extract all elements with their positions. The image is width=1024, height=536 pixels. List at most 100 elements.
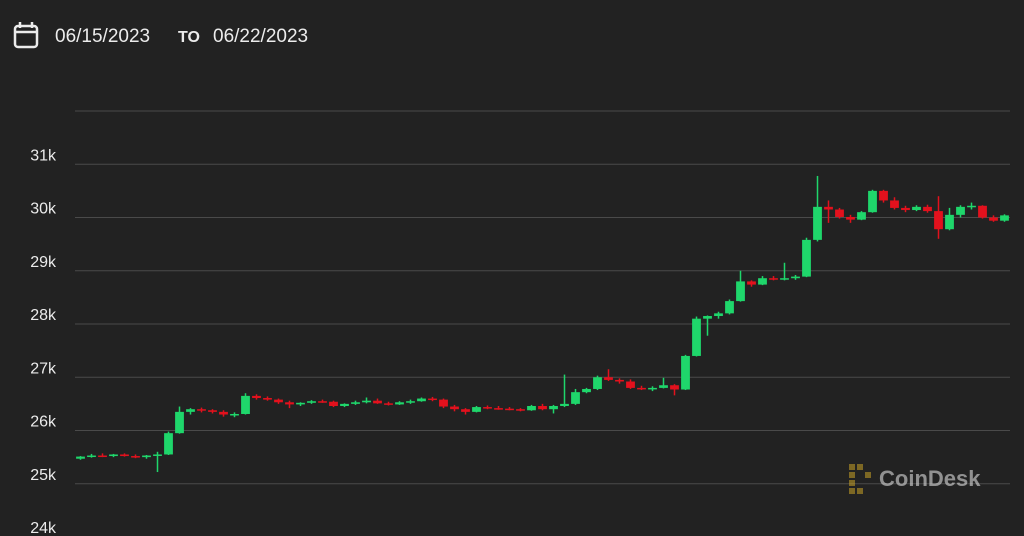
candle-body bbox=[1000, 215, 1009, 221]
candle-body bbox=[219, 411, 228, 415]
candle-body bbox=[494, 408, 503, 410]
candle-body bbox=[109, 454, 118, 457]
candle-body bbox=[604, 377, 613, 380]
candle-body bbox=[703, 316, 712, 319]
candle-body bbox=[296, 402, 305, 405]
candle-body bbox=[186, 409, 195, 412]
candle-body bbox=[307, 401, 316, 403]
candle-body bbox=[241, 395, 250, 414]
candle-body bbox=[780, 278, 789, 280]
candle-body bbox=[813, 206, 822, 240]
candle-body bbox=[483, 407, 492, 409]
candle-body bbox=[527, 406, 536, 411]
candle-body bbox=[461, 409, 470, 412]
candle-body bbox=[879, 190, 888, 201]
candle-body bbox=[98, 455, 107, 458]
candle-body bbox=[175, 411, 184, 434]
candle-body bbox=[373, 400, 382, 404]
candle-body bbox=[351, 402, 360, 404]
candle-body bbox=[747, 281, 756, 285]
candle-body bbox=[978, 205, 987, 218]
candle-body bbox=[670, 385, 679, 390]
candle-body bbox=[758, 278, 767, 285]
candle-body bbox=[538, 406, 547, 410]
candle-body bbox=[516, 409, 525, 411]
candle-body bbox=[505, 408, 514, 411]
candle-body bbox=[989, 217, 998, 221]
candle-body bbox=[626, 381, 635, 388]
y-tick-label: 24k bbox=[30, 520, 57, 536]
candle-body bbox=[681, 355, 690, 390]
candle-body bbox=[692, 318, 701, 356]
candle-body bbox=[362, 400, 371, 403]
y-tick-label: 30k bbox=[30, 201, 57, 218]
candle-body bbox=[285, 402, 294, 405]
candle-body bbox=[472, 407, 481, 412]
candle-body bbox=[384, 403, 393, 405]
logo: CoinDesk bbox=[849, 464, 981, 494]
candle-body bbox=[120, 454, 129, 457]
candle-body bbox=[934, 211, 943, 230]
candle-body bbox=[846, 216, 855, 220]
candle-body bbox=[197, 409, 206, 411]
candle-body bbox=[901, 207, 910, 211]
y-tick-label: 26k bbox=[30, 414, 57, 431]
candle-body bbox=[857, 212, 866, 220]
candle-body bbox=[208, 410, 217, 412]
candle-body bbox=[395, 402, 404, 405]
candle-body bbox=[824, 206, 833, 210]
candle-body bbox=[142, 455, 151, 458]
logo-text: CoinDesk bbox=[879, 466, 981, 491]
candle-body bbox=[87, 455, 96, 458]
to-word: TO bbox=[178, 29, 200, 46]
y-tick-label: 27k bbox=[30, 360, 57, 377]
candle-body bbox=[714, 313, 723, 317]
plot: 24k 25k 26k 27k 28k 29k 30k 31k bbox=[30, 110, 1010, 536]
candle-body bbox=[890, 200, 899, 208]
candle-body bbox=[230, 413, 239, 416]
candle-body bbox=[912, 206, 921, 211]
candle-body bbox=[164, 433, 173, 455]
calendar-icon[interactable] bbox=[13, 22, 39, 49]
candle-body bbox=[439, 399, 448, 407]
candle-body bbox=[637, 387, 646, 390]
candle-body bbox=[593, 377, 602, 389]
candle-body bbox=[725, 301, 734, 314]
date-to[interactable]: 06/22/2023 bbox=[213, 26, 308, 47]
candle-body bbox=[252, 395, 261, 399]
y-tick-label: 25k bbox=[30, 467, 57, 484]
candle-body bbox=[945, 214, 954, 230]
candle-body bbox=[450, 406, 459, 410]
candle-body bbox=[329, 401, 338, 407]
candle-body bbox=[956, 206, 965, 215]
y-tick-label: 31k bbox=[30, 147, 57, 164]
candle-body bbox=[340, 403, 349, 407]
candle-body bbox=[736, 281, 745, 302]
candle-body bbox=[549, 406, 558, 410]
y-tick-label: 28k bbox=[30, 307, 57, 324]
candle-body bbox=[923, 206, 932, 212]
candle-body bbox=[153, 454, 162, 456]
candle-body bbox=[560, 403, 569, 407]
candle-body bbox=[428, 398, 437, 401]
candle-body bbox=[835, 209, 844, 217]
logo-icon bbox=[849, 464, 871, 494]
y-tick-label: 29k bbox=[30, 254, 57, 271]
candle-body bbox=[417, 398, 426, 402]
candle-body bbox=[967, 205, 976, 208]
candle-body bbox=[571, 392, 580, 404]
candle-body bbox=[131, 456, 140, 458]
candle-body bbox=[769, 278, 778, 280]
candle-body bbox=[791, 276, 800, 279]
candle-body bbox=[406, 401, 415, 403]
date-from[interactable]: 06/15/2023 bbox=[55, 26, 150, 47]
candle-body bbox=[648, 387, 657, 390]
candle-body bbox=[274, 399, 283, 403]
candle-body bbox=[318, 401, 327, 403]
candle-body bbox=[615, 379, 624, 382]
candle-body bbox=[868, 190, 877, 213]
candle-body bbox=[659, 385, 668, 388]
candle-body bbox=[582, 388, 591, 393]
